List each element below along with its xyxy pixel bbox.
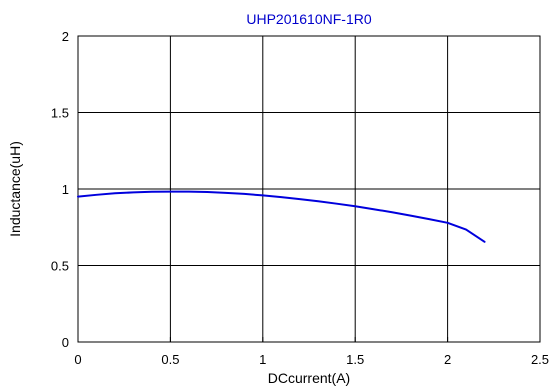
x-tick-label-2: 1 — [259, 352, 266, 367]
y-tick-label-2: 1 — [62, 182, 69, 197]
y-tick-label-3: 1.5 — [51, 106, 69, 121]
x-tick-label-4: 2 — [444, 352, 451, 367]
x-tick-label-3: 1.5 — [346, 352, 364, 367]
y-tick-label-0: 0 — [62, 335, 69, 350]
y-tick-label-4: 2 — [62, 29, 69, 44]
y-axis-ticks: 0 0.5 1 1.5 2 — [51, 29, 83, 350]
chart-title: UHP201610NF-1R0 — [246, 11, 371, 27]
y-axis-label: Inductance(uH) — [7, 141, 23, 237]
x-tick-label-5: 2.5 — [531, 352, 549, 367]
x-tick-label-1: 0.5 — [161, 352, 179, 367]
series-group — [77, 190, 486, 243]
x-tick-label-0: 0 — [74, 352, 81, 367]
y-tick-label-1: 0.5 — [51, 259, 69, 274]
x-axis-ticks: 0 0.5 1 1.5 2 2.5 — [74, 337, 549, 367]
grid-lines — [78, 36, 540, 342]
x-axis-label: DCcurrent(A) — [268, 370, 350, 386]
series-line-0 — [77, 190, 486, 243]
